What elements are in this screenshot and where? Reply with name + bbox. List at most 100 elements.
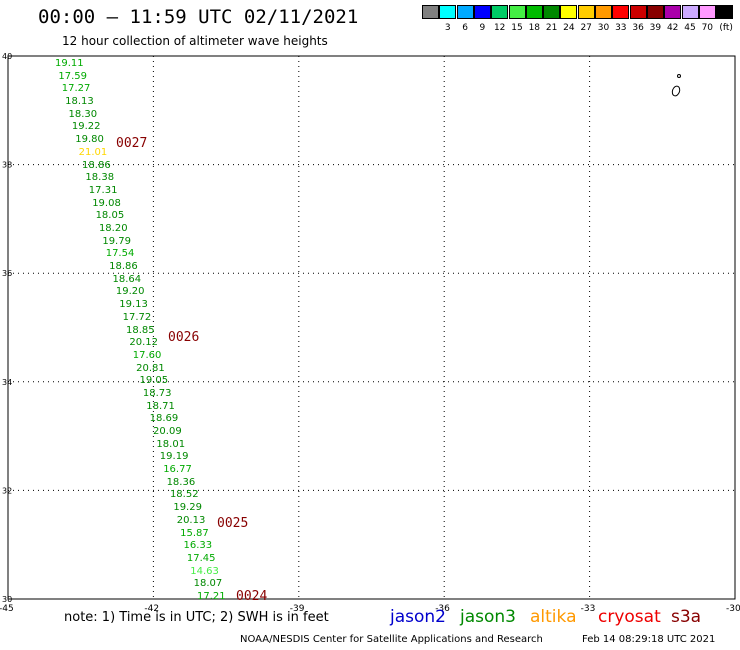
lon-tick-label: -45 bbox=[0, 604, 14, 614]
lat-tick-label: 40 bbox=[2, 52, 12, 61]
swh-measurement: 18.30 bbox=[68, 108, 98, 120]
scale-swatch bbox=[612, 5, 630, 19]
island-outline bbox=[677, 74, 681, 78]
scale-unit: (ft) bbox=[719, 23, 733, 33]
swh-measurement: 17.59 bbox=[58, 70, 88, 82]
map-frame bbox=[7, 55, 736, 600]
swh-measurement: 18.01 bbox=[156, 438, 186, 450]
swh-measurement: 20.81 bbox=[136, 362, 165, 374]
swh-measurement: 17.45 bbox=[186, 552, 216, 564]
scale-swatch bbox=[456, 5, 474, 19]
swh-measurement: 20.13 bbox=[176, 514, 206, 526]
scale-swatch bbox=[508, 5, 526, 19]
satellite-legend-jason3: jason3 bbox=[460, 607, 516, 627]
swh-measurement: 19.19 bbox=[159, 451, 189, 463]
scale-swatch bbox=[577, 5, 595, 19]
scale-label: 42 bbox=[666, 23, 679, 33]
scale-swatch bbox=[525, 5, 543, 19]
swh-measurement: 19.05 bbox=[139, 375, 169, 387]
swh-measurement: 17.21 bbox=[197, 591, 226, 602]
scale-swatch bbox=[439, 5, 457, 19]
swh-measurement: 19.20 bbox=[115, 286, 145, 298]
lon-tick-label: -33 bbox=[581, 604, 596, 614]
scale-swatch bbox=[646, 5, 664, 19]
scale-swatch bbox=[422, 5, 439, 19]
swh-measurement: 14.63 bbox=[190, 565, 219, 577]
satellite-legend-altika: altika bbox=[530, 607, 577, 627]
footer-credit: NOAA/NESDIS Center for Satellite Applica… bbox=[240, 634, 543, 645]
scale-swatch bbox=[681, 5, 699, 19]
island-outline bbox=[671, 85, 681, 97]
swh-measurement: 15.87 bbox=[180, 527, 209, 539]
scale-label: 24 bbox=[563, 23, 575, 33]
swh-measurement: 21.01 bbox=[78, 146, 108, 158]
scale-swatch bbox=[560, 5, 578, 19]
swh-measurement: 19.08 bbox=[92, 197, 121, 209]
lat-tick-label: 30 bbox=[2, 595, 12, 604]
swh-measurement: 17.54 bbox=[105, 248, 135, 260]
scale-label: 33 bbox=[615, 23, 627, 33]
swh-measurement: 19.22 bbox=[71, 121, 101, 133]
swh-measurement: 17.27 bbox=[61, 83, 91, 95]
swh-measurement: 18.64 bbox=[112, 273, 142, 285]
swh-measurement: 20.12 bbox=[129, 337, 159, 349]
page-title: 00:00 – 11:59 UTC 02/11/2021 bbox=[38, 6, 359, 28]
swh-measurement: 18.36 bbox=[166, 476, 196, 488]
swh-measurement: 18.86 bbox=[109, 261, 138, 273]
swh-measurement: 18.20 bbox=[98, 222, 128, 234]
satellite-legend-s3a: s3a bbox=[671, 607, 702, 627]
time-label: 0026 bbox=[168, 330, 200, 345]
lon-tick-label: -42 bbox=[144, 604, 159, 614]
time-label: 0024 bbox=[236, 589, 268, 604]
swh-measurement: 16.33 bbox=[183, 540, 213, 552]
swh-measurement: 18.07 bbox=[193, 578, 223, 590]
page-subtitle: 12 hour collection of altimeter wave hei… bbox=[62, 34, 328, 48]
scale-swatch bbox=[491, 5, 509, 19]
satellite-legend-jason2: jason2 bbox=[390, 607, 446, 627]
swh-measurement: 16.77 bbox=[163, 464, 192, 476]
lon-tick-label: -30 bbox=[726, 604, 740, 614]
swh-measurement: 17.31 bbox=[88, 184, 118, 196]
scale-swatch bbox=[664, 5, 682, 19]
lat-tick-label: 32 bbox=[2, 486, 12, 495]
swh-measurement: 18.05 bbox=[95, 210, 125, 222]
scale-swatch bbox=[698, 5, 716, 19]
swh-measurement: 19.11 bbox=[55, 58, 84, 69]
lat-tick-label: 34 bbox=[2, 378, 12, 387]
swh-measurement: 18.38 bbox=[85, 172, 115, 184]
note-text: note: 1) Time is in UTC; 2) SWH is in fe… bbox=[64, 610, 329, 625]
swh-measurement: 19.80 bbox=[75, 134, 104, 146]
time-label: 0025 bbox=[217, 516, 249, 531]
swh-measurement: 18.85 bbox=[126, 324, 155, 336]
scale-label: 70 bbox=[701, 23, 714, 33]
swh-measurement: 20.09 bbox=[153, 426, 182, 438]
swh-measurement: 18.86 bbox=[82, 159, 111, 171]
swh-measurement: 18.73 bbox=[142, 387, 172, 399]
map-plot: 40 38 36 34 32 30-45 -42 -39 -36 -33 -30 bbox=[0, 52, 740, 614]
scale-label: 3 bbox=[444, 23, 451, 33]
lon-tick-label: -39 bbox=[290, 604, 305, 614]
scale-swatch bbox=[595, 5, 612, 19]
swh-measurement: 17.72 bbox=[122, 311, 152, 323]
scale-label: 18 bbox=[528, 23, 541, 33]
footer-timestamp: Feb 14 08:29:18 UTC 2021 bbox=[582, 634, 716, 645]
swh-measurement: 18.52 bbox=[169, 489, 199, 501]
satellite-legend-cryosat: cryosat bbox=[598, 607, 661, 627]
swh-measurement: 18.13 bbox=[65, 96, 94, 108]
scale-label: 36 bbox=[632, 23, 644, 33]
scale-label: 45 bbox=[684, 23, 696, 33]
scale-label: 12 bbox=[493, 23, 506, 33]
lat-tick-label: 38 bbox=[2, 161, 12, 170]
lon-tick-label: -36 bbox=[435, 604, 450, 614]
swh-measurement: 18.71 bbox=[146, 400, 175, 412]
scale-swatch bbox=[473, 5, 491, 19]
swh-measurement: 19.79 bbox=[102, 235, 131, 247]
scale-label: 27 bbox=[580, 23, 592, 33]
swh-measurement: 19.29 bbox=[173, 502, 202, 514]
scale-swatch bbox=[716, 5, 734, 19]
scale-swatch bbox=[629, 5, 647, 19]
swh-measurement: 19.13 bbox=[119, 299, 148, 311]
scale-label: 30 bbox=[597, 23, 610, 33]
swh-measurement: 18.69 bbox=[149, 413, 179, 425]
scale-label: 39 bbox=[649, 23, 662, 33]
